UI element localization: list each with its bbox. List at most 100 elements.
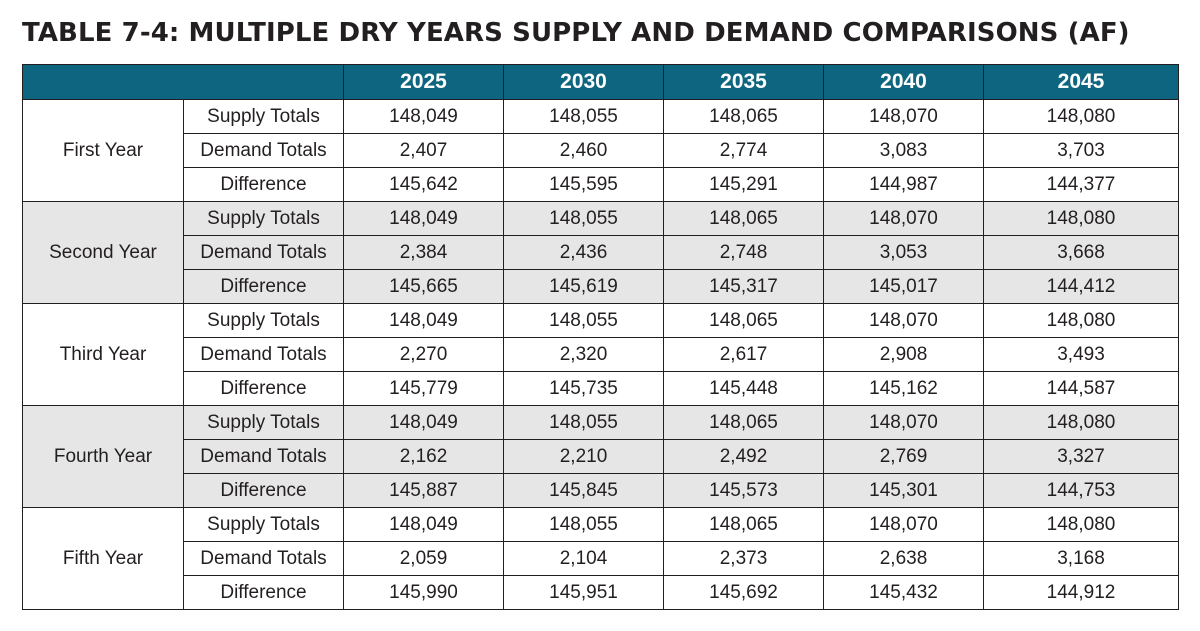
value-cell-2025: 145,990	[343, 575, 504, 610]
value-cell-2030: 145,595	[503, 167, 664, 202]
value-cell-2030: 145,735	[503, 371, 664, 406]
value-cell-2030: 2,460	[503, 133, 664, 168]
table-row: Difference 145,990 145,951 145,692 145,432 14…	[23, 575, 1179, 610]
value-cell-2035: 2,774	[663, 133, 824, 168]
value-cell-2040: 145,162	[823, 371, 984, 406]
group-label-second-year: Second Year	[22, 201, 184, 304]
value-cell-2040: 144,987	[823, 167, 984, 202]
metric-label-demand-totals: Demand Totals	[183, 235, 344, 270]
value-cell-2040: 2,908	[823, 337, 984, 372]
metric-label-demand-totals: Demand Totals	[183, 439, 344, 474]
value-cell-2030: 2,320	[503, 337, 664, 372]
value-cell-2025: 145,887	[343, 473, 504, 508]
year-header-2040: 2040	[823, 64, 984, 100]
value-cell-2035: 145,573	[663, 473, 824, 508]
value-cell-2025: 2,270	[343, 337, 504, 372]
value-cell-2035: 2,373	[663, 541, 824, 576]
group-label-fourth-year: Fourth Year	[22, 405, 184, 508]
header-blank-cell	[22, 64, 344, 100]
value-cell-2035: 145,692	[663, 575, 824, 610]
metric-label-supply-totals: Supply Totals	[183, 99, 344, 134]
value-cell-2045: 148,080	[983, 99, 1179, 134]
metric-label-demand-totals: Demand Totals	[183, 541, 344, 576]
year-header-2035: 2035	[663, 64, 824, 100]
table-row: Demand Totals 2,407 2,460 2,774 3,083 3,703	[23, 133, 1179, 168]
value-cell-2045: 144,377	[983, 167, 1179, 202]
value-cell-2025: 148,049	[343, 507, 504, 542]
value-cell-2045: 148,080	[983, 507, 1179, 542]
table-row: Third Year Supply Totals 148,049 148,055 148…	[22, 303, 1179, 406]
value-cell-2040: 145,432	[823, 575, 984, 610]
value-cell-2025: 148,049	[343, 303, 504, 338]
year-header-2045: 2045	[983, 64, 1179, 100]
supply-demand-table: 2025 2030 2035 2040 2045 First Year Suppl…	[22, 64, 1179, 610]
table-row: First Year Supply Totals 148,049 148,055 148…	[22, 99, 1179, 202]
value-cell-2045: 3,668	[983, 235, 1179, 270]
value-cell-2045: 148,080	[983, 405, 1179, 440]
value-cell-2045: 3,703	[983, 133, 1179, 168]
table-row: Difference 145,779 145,735 145,448 145,162 14…	[23, 371, 1179, 406]
table-row: Difference 145,665 145,619 145,317 145,017 14…	[23, 269, 1179, 304]
value-cell-2025: 2,162	[343, 439, 504, 474]
value-cell-2040: 148,070	[823, 405, 984, 440]
value-cell-2045: 3,327	[983, 439, 1179, 474]
metric-label-difference: Difference	[183, 473, 344, 508]
value-cell-2045: 3,168	[983, 541, 1179, 576]
value-cell-2025: 2,407	[343, 133, 504, 168]
table-row: Demand Totals 2,059 2,104 2,373 2,638 3,168	[23, 541, 1179, 576]
value-cell-2035: 148,065	[663, 99, 824, 134]
metric-label-difference: Difference	[183, 167, 344, 202]
metric-label-difference: Difference	[183, 269, 344, 304]
year-header-2030: 2030	[503, 64, 664, 100]
value-cell-2030: 148,055	[503, 201, 664, 236]
metric-label-difference: Difference	[183, 371, 344, 406]
value-cell-2035: 148,065	[663, 201, 824, 236]
value-cell-2025: 2,059	[343, 541, 504, 576]
metric-label-supply-totals: Supply Totals	[183, 303, 344, 338]
value-cell-2040: 145,301	[823, 473, 984, 508]
group-label-third-year: Third Year	[22, 303, 184, 406]
table-row: Difference 145,642 145,595 145,291 144,987 14…	[23, 167, 1179, 202]
value-cell-2035: 148,065	[663, 303, 824, 338]
value-cell-2040: 148,070	[823, 201, 984, 236]
value-cell-2045: 148,080	[983, 201, 1179, 236]
header-row: 2025 2030 2035 2040 2045	[22, 64, 1179, 100]
table-row: Second Year Supply Totals 148,049 148,055 14…	[22, 201, 1179, 304]
value-cell-2040: 148,070	[823, 99, 984, 134]
value-cell-2025: 148,049	[343, 99, 504, 134]
value-cell-2040: 148,070	[823, 303, 984, 338]
metric-label-difference: Difference	[183, 575, 344, 610]
value-cell-2045: 3,493	[983, 337, 1179, 372]
value-cell-2025: 2,384	[343, 235, 504, 270]
value-cell-2035: 2,748	[663, 235, 824, 270]
value-cell-2025: 148,049	[343, 201, 504, 236]
metric-label-supply-totals: Supply Totals	[183, 405, 344, 440]
metric-label-demand-totals: Demand Totals	[183, 337, 344, 372]
value-cell-2040: 3,053	[823, 235, 984, 270]
value-cell-2040: 148,070	[823, 507, 984, 542]
metric-label-supply-totals: Supply Totals	[183, 201, 344, 236]
value-cell-2025: 145,642	[343, 167, 504, 202]
value-cell-2025: 145,779	[343, 371, 504, 406]
value-cell-2035: 145,291	[663, 167, 824, 202]
metric-label-demand-totals: Demand Totals	[183, 133, 344, 168]
metric-label-supply-totals: Supply Totals	[183, 507, 344, 542]
value-cell-2045: 144,912	[983, 575, 1179, 610]
table-body: First Year Supply Totals 148,049 148,055 148…	[22, 99, 1179, 610]
value-cell-2040: 2,769	[823, 439, 984, 474]
value-cell-2035: 148,065	[663, 405, 824, 440]
value-cell-2030: 145,619	[503, 269, 664, 304]
value-cell-2030: 148,055	[503, 303, 664, 338]
table-row: Fourth Year Supply Totals 148,049 148,055 14…	[22, 405, 1179, 508]
value-cell-2045: 148,080	[983, 303, 1179, 338]
value-cell-2035: 145,448	[663, 371, 824, 406]
table-row: Demand Totals 2,384 2,436 2,748 3,053 3,668	[23, 235, 1179, 270]
table-title: TABLE 7-4: MULTIPLE DRY YEARS SUPPLY AND…	[22, 18, 1130, 48]
value-cell-2025: 145,665	[343, 269, 504, 304]
table-row: Fifth Year Supply Totals 148,049 148,055 148…	[22, 507, 1179, 610]
table-row: Difference 145,887 145,845 145,573 145,301 14…	[23, 473, 1179, 508]
table-row: Demand Totals 2,270 2,320 2,617 2,908 3,493	[23, 337, 1179, 372]
value-cell-2030: 148,055	[503, 405, 664, 440]
value-cell-2030: 2,210	[503, 439, 664, 474]
value-cell-2035: 2,617	[663, 337, 824, 372]
